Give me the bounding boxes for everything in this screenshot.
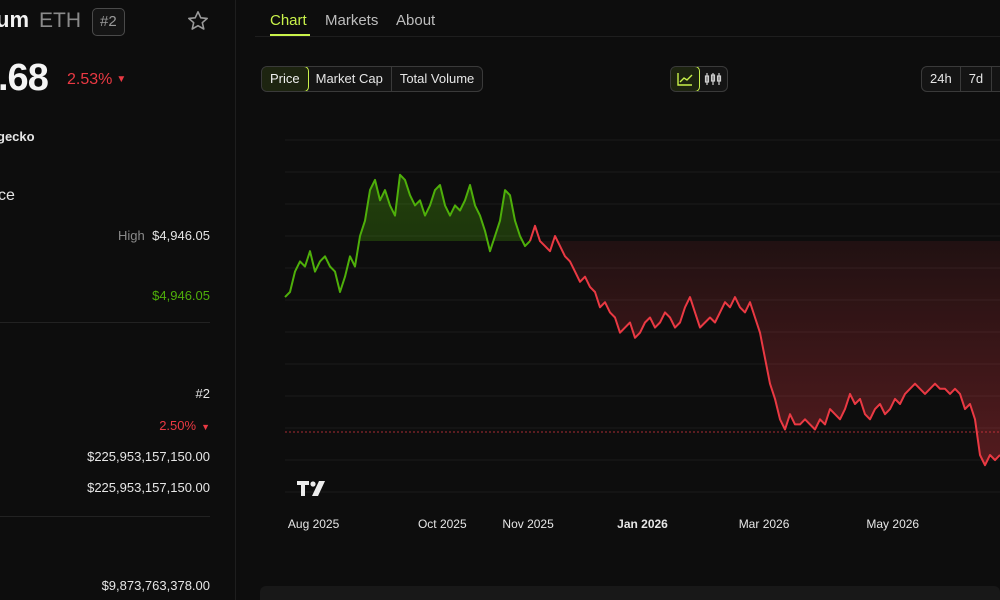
price-change-value: 2.53% bbox=[67, 71, 113, 88]
tabs-divider bbox=[255, 36, 1000, 37]
price-line-up bbox=[284, 173, 531, 298]
tab-chart[interactable]: Chart bbox=[270, 12, 307, 29]
x-axis-tick-label: Nov 2025 bbox=[502, 517, 554, 531]
data-source-label: gecko bbox=[0, 129, 35, 144]
volume-value: $9,873,763,378.00 bbox=[101, 578, 210, 593]
chart-footer bbox=[260, 586, 1000, 600]
market-cap-value: $225,953,157,150.00 bbox=[87, 449, 210, 464]
price-line-down bbox=[529, 224, 1000, 467]
x-axis-tick-label: Mar 2026 bbox=[739, 517, 790, 531]
tab-about[interactable]: About bbox=[396, 12, 436, 29]
active-tab-indicator bbox=[270, 34, 310, 36]
panel-divider bbox=[235, 0, 236, 600]
coin-info-panel: um ETH #2 .68 2.53% ▼ gecko ce High $4,94… bbox=[0, 0, 235, 600]
x-axis-tick-label: Jan 2026 bbox=[617, 517, 668, 531]
down-arrow-icon: ▼ bbox=[116, 74, 127, 85]
rank-value: #2 bbox=[195, 386, 210, 401]
market-cap-change-value: 2.50% bbox=[159, 418, 197, 433]
line-chart-icon bbox=[677, 73, 693, 86]
high-label: High bbox=[118, 228, 145, 243]
divider bbox=[0, 322, 210, 323]
total-volume-metric-button[interactable]: Total Volume bbox=[399, 71, 475, 86]
x-axis-tick-label: Oct 2025 bbox=[418, 517, 467, 531]
range-24h-button[interactable]: 24h bbox=[922, 67, 961, 91]
line-chart-button[interactable] bbox=[671, 67, 700, 91]
price-area-up bbox=[359, 174, 523, 242]
coin-symbol: ETH bbox=[39, 9, 81, 32]
candlestick-icon bbox=[704, 73, 722, 85]
range-1-button[interactable]: 1 bbox=[992, 67, 1000, 91]
price-change-24h: 2.53% ▼ bbox=[67, 71, 126, 89]
fdv-value: $225,953,157,150.00 bbox=[87, 480, 210, 495]
market-cap-metric-button[interactable]: Market Cap bbox=[308, 67, 392, 91]
market-cap-change: 2.50% ▼ bbox=[159, 418, 210, 433]
range-7d-button[interactable]: 7d bbox=[961, 67, 993, 91]
tab-markets[interactable]: Markets bbox=[325, 12, 379, 29]
current-price: .68 bbox=[0, 57, 49, 99]
x-axis-tick-label: Aug 2025 bbox=[288, 517, 340, 531]
price-chart[interactable]: Aug 2025 Oct 2025 Nov 2025 Jan 2026 Mar 2026… bbox=[255, 120, 1000, 560]
time-range-selector: 24h 7d 1 bbox=[921, 66, 1000, 92]
down-arrow-icon: ▼ bbox=[201, 422, 210, 432]
price-metric-button[interactable]: Price bbox=[262, 67, 309, 91]
tradingview-logo-icon bbox=[297, 481, 325, 496]
section-heading: ce bbox=[0, 187, 15, 204]
chart-type-selector bbox=[670, 66, 728, 92]
candlestick-chart-button[interactable] bbox=[699, 67, 727, 91]
x-axis: Aug 2025 Oct 2025 Nov 2025 Jan 2026 Mar 2026… bbox=[288, 517, 920, 531]
price-chart-svg[interactable]: Aug 2025 Oct 2025 Nov 2025 Jan 2026 Mar 2026… bbox=[255, 120, 1000, 560]
divider bbox=[0, 516, 210, 517]
x-axis-tick-label: May 2026 bbox=[866, 517, 919, 531]
coin-name: um bbox=[0, 7, 29, 32]
ath-value: $4,946.05 bbox=[152, 288, 210, 303]
high-value: $4,946.05 bbox=[152, 228, 210, 243]
star-icon[interactable] bbox=[186, 9, 210, 33]
rank-badge: #2 bbox=[92, 8, 125, 36]
metric-selector: Price Market Cap Total Volume bbox=[261, 66, 484, 92]
